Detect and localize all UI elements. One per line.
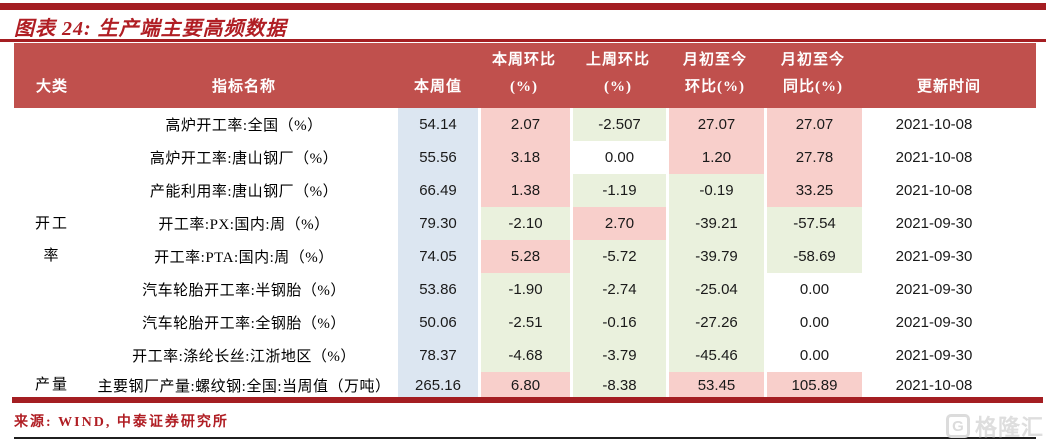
mtd-yoy-cell: 105.89	[764, 372, 862, 398]
prev-wow-cell: -2.507	[570, 108, 666, 141]
update-date-cell: 2021-09-30	[895, 215, 973, 232]
prev-wow-cell: -1.19	[570, 174, 666, 207]
wow-cell: -2.51	[478, 306, 570, 339]
wow-cell: -4.68	[478, 339, 570, 372]
mtd-yoy-cell: 33.25	[764, 174, 862, 207]
update-date-cell: 2021-09-30	[895, 314, 973, 331]
mtd-yoy-cell: -58.69	[764, 240, 862, 273]
header-indicator: 指标名称	[211, 79, 276, 95]
indicator-name: 高炉开工率:全国（%）	[165, 118, 323, 134]
mtd-mom-cell: 1.20	[666, 141, 764, 174]
mtd-mom-cell: -25.04	[666, 273, 764, 306]
header-week-value: 本周值	[413, 79, 462, 95]
prev-wow-cell: -5.72	[570, 240, 666, 273]
header-mtd-yoy: 月初至今 同比(%)	[780, 52, 845, 95]
prev-wow-cell: -0.16	[570, 306, 666, 339]
update-date-cell: 2021-09-30	[895, 281, 973, 298]
update-date-cell: 2021-10-08	[895, 116, 973, 133]
update-date-cell: 2021-09-30	[895, 248, 973, 265]
week-value-cell: 53.86	[398, 273, 478, 306]
indicator-name: 开工率:PX:国内:周（%）	[158, 217, 330, 233]
mtd-mom-cell: -39.21	[666, 207, 764, 240]
bottom-divider	[12, 397, 1043, 403]
title-divider	[0, 39, 1046, 42]
watermark-text: 格隆汇	[974, 415, 1044, 440]
watermark: G 格隆汇	[945, 410, 1044, 442]
header-mtd-mom: 月初至今 环比(%)	[682, 52, 747, 95]
category-label-kaigonglv: 开工 率	[34, 216, 69, 264]
mtd-mom-cell: -45.46	[666, 339, 764, 372]
gelonghui-logo-icon: G	[945, 414, 970, 438]
wow-cell: 2.07	[478, 108, 570, 141]
mtd-mom-cell: 27.07	[666, 108, 764, 141]
week-value-cell: 54.14	[398, 108, 478, 141]
mtd-mom-cell: -39.79	[666, 240, 764, 273]
prev-wow-cell: 2.70	[570, 207, 666, 240]
top-divider	[0, 3, 1046, 10]
mtd-yoy-cell: 0.00	[764, 306, 862, 339]
week-value-cell: 66.49	[398, 174, 478, 207]
wow-cell: 5.28	[478, 240, 570, 273]
week-value-cell: 50.06	[398, 306, 478, 339]
table-body: 开工 率 高炉开工率:全国（%） 54.14 2.07 -2.507 27.07…	[14, 108, 1036, 439]
figure-title: 图表 24: 生产端主要高频数据	[14, 18, 287, 40]
wow-cell: -1.90	[478, 273, 570, 306]
mtd-yoy-cell: 27.07	[764, 108, 862, 141]
indicator-name: 高炉开工率:唐山钢厂（%）	[149, 151, 339, 167]
week-value-cell: 55.56	[398, 141, 478, 174]
indicator-name: 汽车轮胎开工率:半钢胎（%）	[142, 283, 346, 299]
table-header-row: 大类 指标名称 本周值 本周环比 (%) 上周环比 (%) 月初至今 环比(%) 月初…	[14, 43, 1036, 108]
week-value-cell: 78.37	[398, 339, 478, 372]
mtd-yoy-cell: 27.78	[764, 141, 862, 174]
wow-cell: 3.18	[478, 141, 570, 174]
update-date-cell: 2021-10-08	[895, 182, 973, 199]
week-value-cell: 74.05	[398, 240, 478, 273]
indicator-name: 汽车轮胎开工率:全钢胎（%）	[142, 316, 346, 332]
category-label-chanliang: 产量	[34, 377, 69, 393]
update-date-cell: 2021-10-08	[895, 149, 973, 166]
week-value-cell: 265.16	[398, 372, 478, 398]
prev-wow-cell: 0.00	[570, 141, 666, 174]
mtd-yoy-cell: 0.00	[764, 273, 862, 306]
indicator-name: 开工率:涤纶长丝:江浙地区（%）	[132, 349, 356, 365]
header-update-time: 更新时间	[916, 79, 981, 95]
indicator-name: 开工率:PTA:国内:周（%）	[154, 250, 334, 266]
mtd-mom-cell: 53.45	[666, 372, 764, 398]
mtd-yoy-cell: -57.54	[764, 207, 862, 240]
wow-cell: 1.38	[478, 174, 570, 207]
mtd-yoy-cell: 0.00	[764, 339, 862, 372]
indicator-name: 主要钢厂产量:螺纹钢:全国:当周值（万吨）	[97, 378, 391, 395]
mtd-mom-cell: -0.19	[666, 174, 764, 207]
source-note: 来源: WIND, 中泰证券研究所	[14, 415, 229, 430]
prev-wow-cell: -8.38	[570, 372, 666, 398]
header-wow: 本周环比 (%)	[491, 52, 556, 95]
prev-wow-cell: -3.79	[570, 339, 666, 372]
production-section-divider	[14, 437, 1036, 439]
update-date-cell: 2021-10-08	[895, 376, 973, 394]
header-prev-wow: 上周环比 (%)	[585, 52, 650, 95]
wow-cell: 6.80	[478, 372, 570, 398]
header-category: 大类	[35, 79, 68, 95]
mtd-mom-cell: -27.26	[666, 306, 764, 339]
high-frequency-data-table: 大类 指标名称 本周值 本周环比 (%) 上周环比 (%) 月初至今 环比(%) 月初…	[14, 43, 1036, 439]
prev-wow-cell: -2.74	[570, 273, 666, 306]
wow-cell: -2.10	[478, 207, 570, 240]
indicator-name: 产能利用率:唐山钢厂（%）	[149, 184, 339, 200]
update-date-cell: 2021-09-30	[895, 347, 973, 364]
week-value-cell: 79.30	[398, 207, 478, 240]
